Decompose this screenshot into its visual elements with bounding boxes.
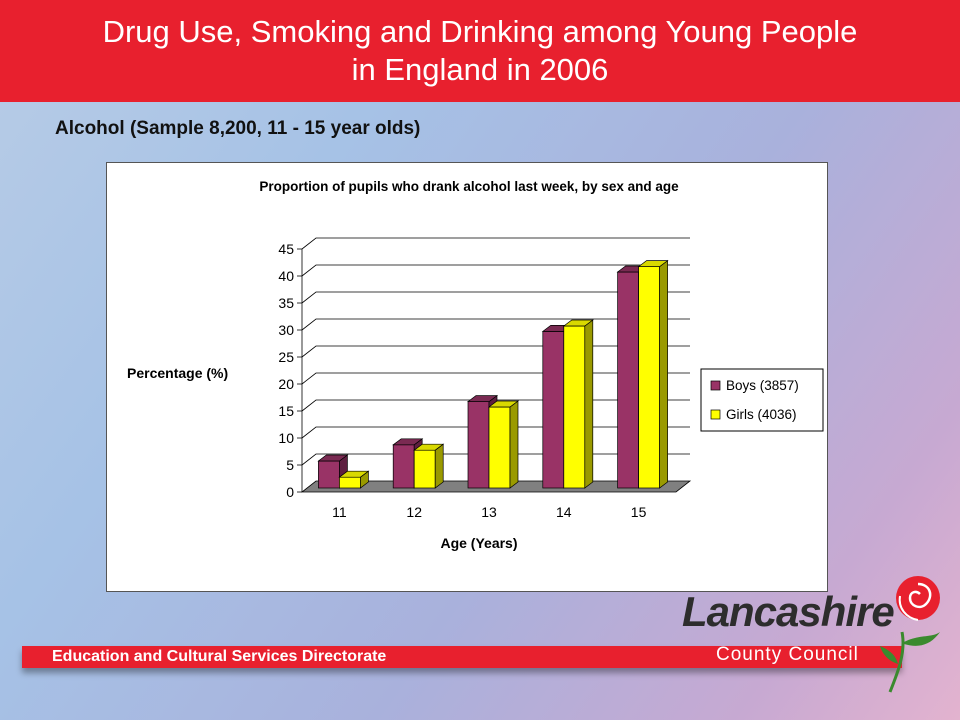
bar-side: [584, 319, 594, 489]
x-tick-label: 12: [406, 504, 422, 520]
bar-chart: Proportion of pupils who drank alcohol l…: [127, 179, 824, 551]
bar: [392, 444, 415, 489]
bar: [542, 331, 565, 489]
legend-label-girls: Girls (4036): [726, 407, 797, 422]
page-title-line-2: in England in 2006: [351, 52, 609, 87]
bar: [488, 406, 511, 489]
bar-side: [509, 400, 519, 489]
x-tick-label: 14: [556, 504, 572, 520]
red-rose-icon: [880, 576, 940, 693]
bar-top: [338, 470, 370, 478]
bar-top: [562, 319, 594, 327]
logo-subtitle: County Council: [716, 644, 859, 665]
bar: [318, 460, 340, 489]
bar: [617, 271, 639, 489]
gridline: [301, 237, 690, 250]
y-tick-label: 45: [278, 241, 294, 257]
y-tick-label: 35: [278, 295, 294, 311]
bar-top: [637, 260, 669, 267]
y-tick-label: 10: [278, 430, 294, 446]
footer-bar: Education and Cultural Services Director…: [22, 646, 902, 668]
y-tick-label: 30: [278, 322, 294, 338]
page-title-line-1: Drug Use, Smoking and Drinking among You…: [102, 14, 858, 49]
bar-top: [413, 443, 445, 451]
bar: [638, 266, 660, 489]
gridline: [301, 291, 690, 304]
bar: [413, 449, 436, 489]
x-tick-label: 15: [631, 504, 647, 520]
chart-title: Proportion of pupils who drank alcohol l…: [259, 179, 679, 194]
y-tick-label: 20: [278, 376, 294, 392]
bar-top: [487, 400, 520, 408]
footer-label: Education and Cultural Services Director…: [52, 648, 387, 665]
header-banner: Drug Use, Smoking and Drinking among You…: [0, 0, 960, 102]
bar-top: [466, 395, 499, 402]
legend-swatch-boys: [710, 380, 721, 391]
bar: [467, 401, 490, 489]
x-tick-label: 13: [481, 504, 497, 520]
legend-label-boys: Boys (3857): [726, 378, 799, 393]
bar-side: [659, 259, 668, 489]
bar-top: [317, 454, 349, 462]
chart-panel: Proportion of pupils who drank alcohol l…: [106, 162, 828, 592]
legend: Boys (3857) Girls (4036): [700, 368, 824, 432]
bar: [563, 325, 586, 489]
slide-subtitle: Alcohol (Sample 8,200, 11 - 15 year olds…: [55, 118, 421, 139]
y-axis-label: Percentage (%): [127, 365, 228, 381]
gridline: [301, 318, 690, 331]
y-tick-label: 5: [286, 457, 294, 473]
logo-wordmark: Lancashire: [682, 588, 895, 635]
legend-frame: [700, 368, 824, 432]
plot-back-wall: [316, 238, 690, 481]
bar: [339, 476, 361, 489]
y-tick-label: 25: [278, 349, 294, 365]
y-tick-label: 0: [286, 484, 294, 500]
legend-swatch-girls: [710, 409, 721, 420]
bar-side: [434, 443, 444, 489]
x-tick-label: 11: [332, 504, 347, 520]
gridline: [301, 264, 690, 277]
y-tick-label: 40: [278, 268, 294, 284]
bar-top: [392, 438, 424, 446]
y-tick-label: 15: [278, 403, 294, 419]
x-axis-label: Age (Years): [440, 535, 517, 551]
